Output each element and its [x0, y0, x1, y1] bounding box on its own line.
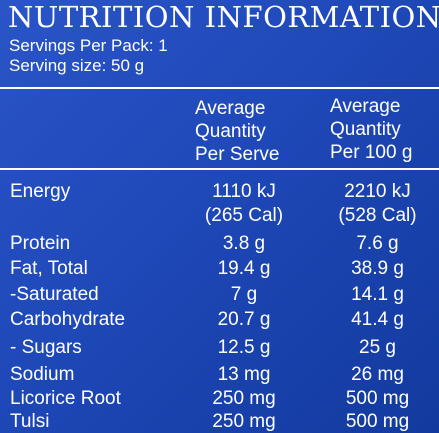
- row-label: Tulsi: [10, 411, 50, 432]
- per-serve-value: 13 mg: [217, 364, 271, 385]
- per-serve-value: 20.7 g: [217, 309, 271, 330]
- serving-size: Serving size: 50 g: [9, 56, 145, 75]
- per-100g-value: 26 mg: [351, 364, 404, 385]
- table-row: Licorice Root 250 mg 500 mg: [0, 387, 439, 413]
- per-serve-value: 1110 kJ: [212, 181, 276, 202]
- per-100g-value: (528 Cal): [338, 205, 417, 226]
- header-per-100g-line-3: Per 100 g: [330, 142, 413, 163]
- row-label: Protein: [10, 233, 71, 254]
- header-per-serve-line-1: Average: [195, 98, 266, 119]
- row-label: -Saturated: [10, 284, 99, 305]
- table-row: -Saturated 7 g 14.1 g: [0, 283, 439, 309]
- top-divider: [0, 87, 439, 89]
- header-per-100g: Average Quantity Per 100 g: [330, 95, 412, 164]
- per-100g-value: 38.9 g: [351, 258, 404, 279]
- per-100g-value: 41.4 g: [351, 309, 404, 330]
- per-100g-value: 500 mg: [345, 388, 410, 409]
- table-row: Fat, Total 19.4 g 38.9 g: [0, 257, 439, 283]
- row-label: Carbohydrate: [10, 309, 126, 330]
- per-100g-value: 25 g: [359, 337, 396, 358]
- table-row: (265 Cal) (528 Cal): [0, 204, 439, 230]
- header-per-serve-line-3: Per Serve: [195, 144, 280, 165]
- per-100g-value: 500 mg: [345, 411, 410, 432]
- per-100g-value: 2210 kJ: [344, 181, 411, 202]
- per-serve-value: 19.4 g: [217, 258, 271, 279]
- per-serve-value: 7 g: [230, 284, 258, 305]
- per-serve-value: 3.8 g: [222, 233, 266, 254]
- header-per-100g-line-1: Average: [330, 96, 401, 117]
- per-serve-value: 250 mg: [212, 388, 276, 409]
- per-serve-value: (265 Cal): [204, 205, 284, 226]
- row-label: - Sugars: [10, 337, 82, 358]
- per-100g-value: 14.1 g: [351, 284, 404, 305]
- table-row: Sodium 13 mg 26 mg: [0, 363, 439, 389]
- header-divider: [0, 168, 439, 170]
- table-row: Protein 3.8 g 7.6 g: [0, 232, 439, 258]
- panel-title: NUTRITION INFORMATION: [8, 0, 439, 34]
- table-row: Tulsi 250 mg 500 mg: [0, 410, 439, 433]
- table-row: - Sugars 12.5 g 25 g: [0, 336, 439, 362]
- row-label: Licorice Root: [10, 388, 121, 409]
- per-serve-value: 12.5 g: [217, 337, 271, 358]
- servings-per-pack: Servings Per Pack: 1: [9, 36, 168, 55]
- header-per-serve-line-2: Quantity: [195, 121, 266, 142]
- row-label: Energy: [10, 181, 71, 202]
- row-label: Fat, Total: [10, 258, 88, 279]
- per-serve-value: 250 mg: [212, 411, 276, 432]
- header-per-serve: Average Quantity Per Serve: [195, 97, 279, 166]
- table-row: Energy 1110 kJ 2210 kJ: [0, 180, 439, 206]
- table-row: Carbohydrate 20.7 g 41.4 g: [0, 308, 439, 334]
- header-per-100g-line-2: Quantity: [330, 119, 401, 140]
- row-label: Sodium: [10, 364, 75, 385]
- per-100g-value: 7.6 g: [356, 233, 399, 254]
